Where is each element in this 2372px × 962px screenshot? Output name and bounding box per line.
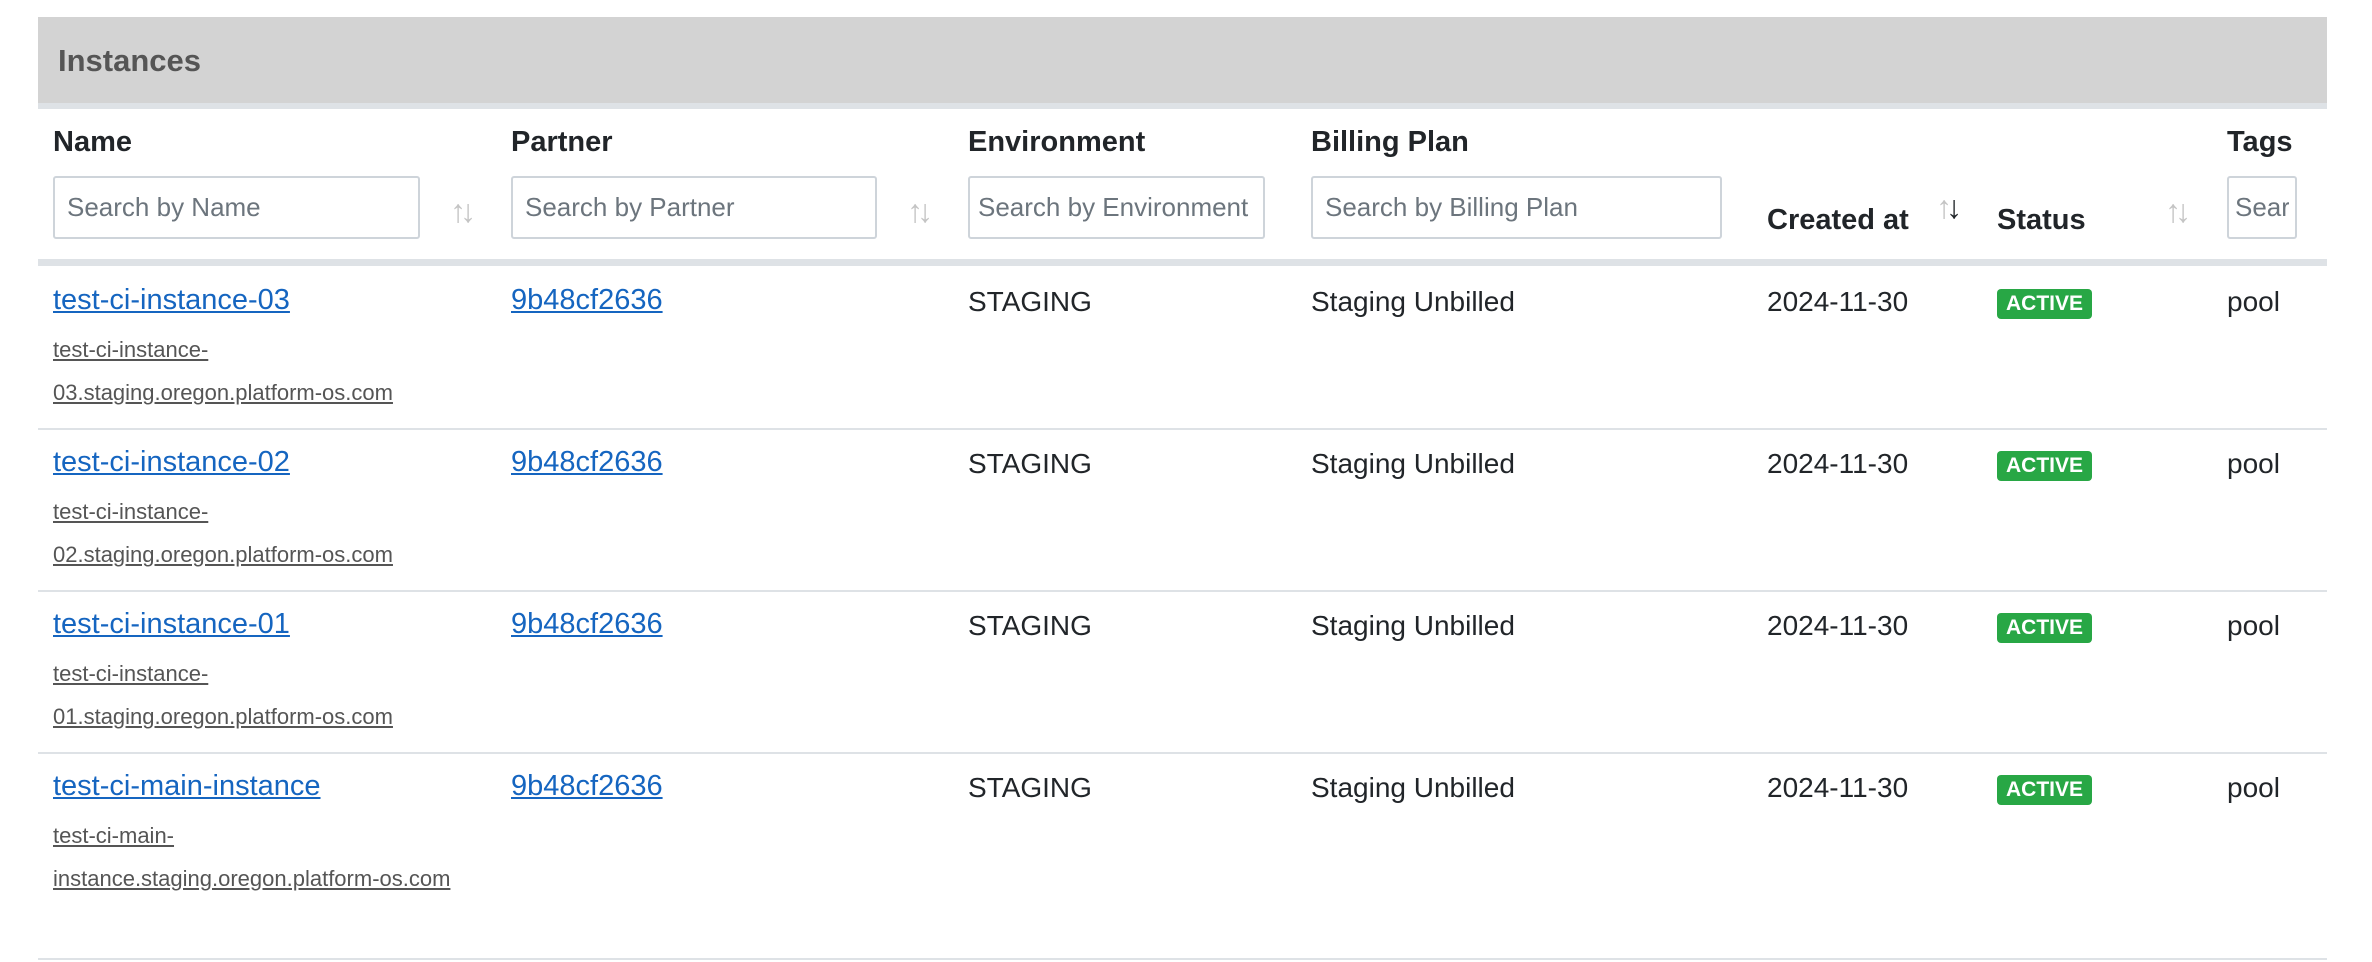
partner-link[interactable]: 9b48cf2636 <box>511 284 663 316</box>
status-cell: ACTIVE <box>1997 447 2093 481</box>
column-header-environment: Environment <box>968 126 1146 158</box>
status-badge: ACTIVE <box>1997 289 2093 319</box>
created-at-cell: 2024-11-30 <box>1767 610 1909 641</box>
instance-name-link[interactable]: test-ci-instance-02 <box>53 446 290 478</box>
panel-header: Instances <box>38 17 2327 109</box>
instance-name-link[interactable]: test-ci-instance-03 <box>53 284 290 316</box>
status-cell: ACTIVE <box>1997 285 2093 319</box>
status-cell: ACTIVE <box>1997 771 2093 805</box>
column-header-tags: Tags <box>2227 126 2293 158</box>
search-partner-input[interactable] <box>511 176 877 239</box>
column-header-status: Status <box>1997 204 2086 236</box>
instance-url-link[interactable]: test-ci-main-instance.staging.oregon.pla… <box>53 823 451 891</box>
sort-created-at-icon[interactable]: ↑↓ <box>1936 189 1962 225</box>
sort-status-icon[interactable]: ↑↓ <box>2165 193 2191 229</box>
column-header-created-at: Created at <box>1767 204 1909 236</box>
column-header-billing-plan: Billing Plan <box>1311 126 1469 158</box>
status-badge: ACTIVE <box>1997 451 2093 481</box>
search-billing-plan-input[interactable] <box>1311 176 1722 239</box>
billing-plan-cell: Staging Unbilled <box>1311 286 1515 317</box>
instance-url-link[interactable]: test-ci-instance-03.staging.oregon.platf… <box>53 337 393 405</box>
partner-link[interactable]: 9b48cf2636 <box>511 446 663 478</box>
instance-name-link[interactable]: test-ci-instance-01 <box>53 608 290 640</box>
tags-cell: pool <box>2227 610 2280 641</box>
created-at-cell: 2024-11-30 <box>1767 772 1909 803</box>
created-at-cell: 2024-11-30 <box>1767 286 1909 317</box>
search-environment-input[interactable] <box>968 176 1265 239</box>
column-header-name: Name <box>53 126 132 158</box>
environment-cell: STAGING <box>968 286 1092 317</box>
sort-name-icon[interactable]: ↑↓ <box>450 193 476 229</box>
environment-cell: STAGING <box>968 448 1092 479</box>
table-row: test-ci-main-instance test-ci-main-insta… <box>38 752 2327 960</box>
table-header: Name ↑↓ Partner ↑↓ Environment Billing P… <box>38 109 2327 266</box>
partner-link[interactable]: 9b48cf2636 <box>511 770 663 802</box>
environment-cell: STAGING <box>968 772 1092 803</box>
search-tags-input[interactable] <box>2227 176 2297 239</box>
environment-cell: STAGING <box>968 610 1092 641</box>
billing-plan-cell: Staging Unbilled <box>1311 448 1515 479</box>
status-badge: ACTIVE <box>1997 613 2093 643</box>
sort-partner-icon[interactable]: ↑↓ <box>907 193 933 229</box>
billing-plan-cell: Staging Unbilled <box>1311 610 1515 641</box>
tags-cell: pool <box>2227 772 2280 803</box>
search-name-input[interactable] <box>53 176 420 239</box>
table-row: test-ci-instance-01 test-ci-instance-01.… <box>38 590 2327 754</box>
table-row: test-ci-instance-02 test-ci-instance-02.… <box>38 428 2327 592</box>
tags-cell: pool <box>2227 286 2280 317</box>
instance-url-link[interactable]: test-ci-instance-02.staging.oregon.platf… <box>53 499 393 567</box>
created-at-cell: 2024-11-30 <box>1767 448 1909 479</box>
table-row: test-ci-instance-03 test-ci-instance-03.… <box>38 266 2327 430</box>
partner-link[interactable]: 9b48cf2636 <box>511 608 663 640</box>
instance-url-link[interactable]: test-ci-instance-01.staging.oregon.platf… <box>53 661 393 729</box>
panel-title: Instances <box>58 43 202 78</box>
status-badge: ACTIVE <box>1997 775 2093 805</box>
column-header-partner: Partner <box>511 126 613 158</box>
tags-cell: pool <box>2227 448 2280 479</box>
instance-name-link[interactable]: test-ci-main-instance <box>53 770 321 802</box>
billing-plan-cell: Staging Unbilled <box>1311 772 1515 803</box>
status-cell: ACTIVE <box>1997 609 2093 643</box>
